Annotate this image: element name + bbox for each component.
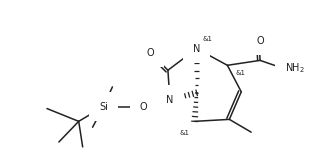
Text: N: N [166,95,173,105]
Text: Si: Si [99,102,108,112]
Text: &1: &1 [203,36,213,42]
Text: O: O [146,47,154,57]
Text: &1: &1 [235,70,245,76]
Text: N: N [193,44,200,54]
Text: O: O [256,36,264,46]
Text: NH$_2$: NH$_2$ [285,61,305,75]
Text: O: O [139,102,147,112]
Text: &1: &1 [180,130,190,136]
